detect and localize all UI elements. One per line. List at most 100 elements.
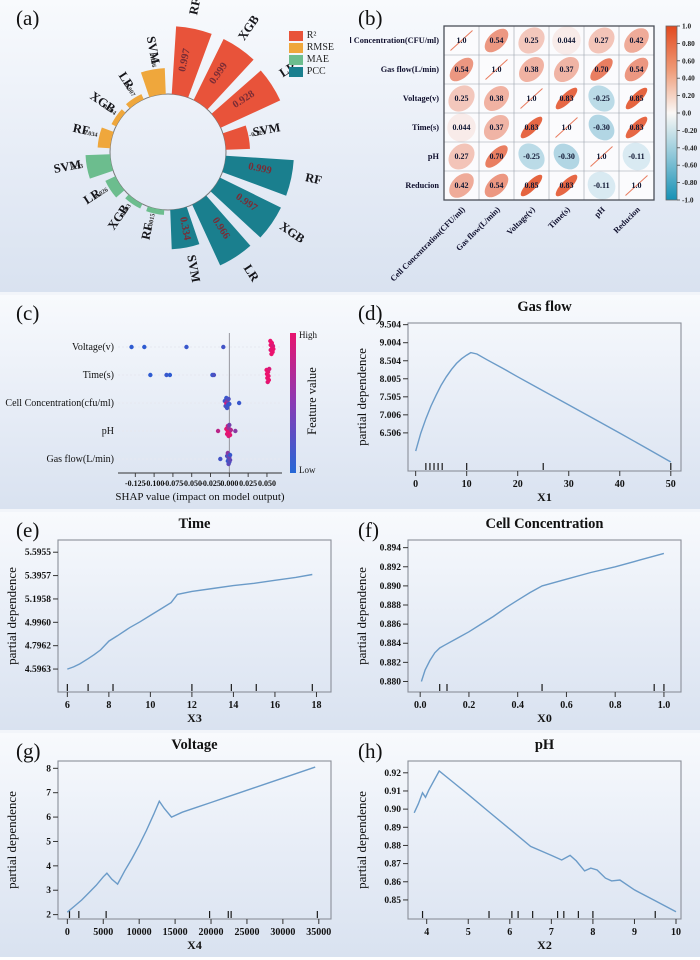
x-tick-label: 0.0 bbox=[414, 700, 427, 711]
legend-item: PCC bbox=[288, 66, 334, 77]
feature-label: Time(s) bbox=[83, 370, 114, 381]
row-label: pH bbox=[428, 152, 440, 161]
x-tick-label: 4 bbox=[424, 927, 429, 938]
x-tick-label: 10 bbox=[462, 479, 472, 490]
panel-d-pdp-gas-flow: (d) Gas flow partial dependence 9.504 9.004… bbox=[350, 295, 700, 509]
correlation-value: 0.83 bbox=[630, 123, 644, 132]
legend-item: MAE bbox=[288, 54, 334, 65]
correlation-value: 1.0 bbox=[632, 181, 642, 190]
panel-h-pdp-ph: (h) pH partial dependence 0.92 0.91 0.90 0.89… bbox=[350, 733, 700, 957]
x-tick-label: 6 bbox=[65, 700, 70, 711]
shap-point bbox=[227, 422, 232, 428]
y-tick-label: 4 bbox=[46, 862, 51, 872]
x-tick-label: 25000 bbox=[234, 927, 259, 938]
chart-title: Voltage bbox=[171, 737, 218, 753]
panel-letter-e: (e) bbox=[16, 518, 40, 542]
correlation-value: 0.42 bbox=[455, 181, 469, 190]
chart-title: Gas flow bbox=[517, 299, 572, 315]
correlation-value: -0.30 bbox=[593, 123, 610, 132]
shap-point bbox=[129, 344, 134, 350]
shap-point bbox=[228, 427, 234, 433]
correlation-value: 0.54 bbox=[630, 65, 644, 74]
legend-swatch bbox=[288, 42, 303, 53]
x-tick-label: 15000 bbox=[163, 927, 188, 938]
metric-bar-RMSE-XGB bbox=[111, 109, 126, 127]
shap-point bbox=[221, 344, 226, 350]
x-tick-label: 50 bbox=[666, 479, 676, 490]
plot-border bbox=[407, 760, 682, 920]
y-tick-label: 6 bbox=[46, 813, 51, 823]
chart-title: Cell Concentration bbox=[486, 516, 604, 532]
correlation-ellipse bbox=[555, 87, 578, 110]
x-tick-label: 5 bbox=[466, 927, 471, 938]
correlation-ellipse bbox=[484, 28, 509, 53]
y-tick-label: 4.5963 bbox=[25, 665, 51, 675]
panel-c-shap-summary: (c) Voltage(v) Time(s) Cell Concentration(… bbox=[0, 295, 350, 509]
y-tick-label: 0.86 bbox=[384, 878, 401, 888]
y-axis-label: partial dependence bbox=[354, 567, 369, 665]
y-tick-label: 5.1958 bbox=[25, 595, 51, 605]
x-tick-label: 18 bbox=[311, 700, 321, 711]
metric-bar-R²-XGB bbox=[193, 38, 254, 110]
correlation-value: 0.37 bbox=[490, 123, 504, 132]
correlation-ellipse bbox=[590, 58, 613, 81]
x-tick-label: 1.0 bbox=[658, 700, 671, 711]
diagonal-mark bbox=[625, 175, 648, 196]
correlation-value: -0.25 bbox=[593, 94, 610, 103]
feature-value-colorbar bbox=[290, 333, 296, 473]
correlation-value: 0.83 bbox=[525, 123, 539, 132]
row-label: Cell Concentration(CFU/ml) bbox=[350, 36, 439, 45]
panel-b-correlation-matrix: (b) 1.0 0.54 0.25 0.044 0.27 0.42 0.54 1.0 0.38 0… bbox=[350, 0, 700, 292]
colorbar-tick-label: 0.20 bbox=[682, 91, 695, 100]
x-axis-label: X3 bbox=[187, 711, 202, 725]
feature-label: Gas flow(L/min) bbox=[47, 454, 115, 465]
column-label: Time(s) bbox=[546, 205, 572, 231]
y-tick-label: 0.892 bbox=[380, 563, 402, 573]
shap-beeswarm-chart: Voltage(v) Time(s) Cell Concentration(cfu/… bbox=[5, 330, 319, 503]
legend-item: R² bbox=[288, 30, 334, 41]
correlation-ellipse bbox=[555, 174, 578, 197]
row-4: (g) Voltage partial dependence 8 7 6 5 4 3 2 0 500… bbox=[0, 733, 700, 957]
y-tick-label: 0.85 bbox=[384, 896, 401, 906]
x-tick-label: 5000 bbox=[93, 927, 113, 938]
correlation-ellipse bbox=[588, 85, 615, 112]
pdp-line bbox=[415, 351, 672, 463]
y-tick-label: 0.890 bbox=[380, 582, 402, 592]
plot-border bbox=[407, 539, 682, 693]
pdp-line-chart: Voltage partial dependence 8 7 6 5 4 3 2 0 5000 100… bbox=[4, 737, 332, 952]
y-axis-label: partial dependence bbox=[4, 567, 19, 665]
plot-border bbox=[57, 539, 332, 693]
shap-point bbox=[148, 372, 153, 378]
colorbar-tick-label: -0.80 bbox=[682, 178, 698, 187]
x-tick-label: 20000 bbox=[199, 927, 224, 938]
x-tick-label: 12 bbox=[187, 700, 197, 711]
correlation-ellipse bbox=[520, 116, 543, 139]
colorbar-tick-label: -1.0 bbox=[682, 196, 694, 205]
y-tick-label: 0.90 bbox=[384, 805, 401, 815]
shap-point bbox=[227, 452, 233, 458]
correlation-matrix-chart: 1.0 0.54 0.25 0.044 0.27 0.42 0.54 1.0 0.38 0.37 0… bbox=[350, 22, 698, 284]
correlation-value: 0.37 bbox=[560, 65, 574, 74]
metrics-legend: R² RMSE MAE PCC bbox=[288, 30, 334, 78]
correlation-ellipse bbox=[518, 143, 545, 170]
bar-value-label: 0.13 bbox=[72, 163, 84, 172]
panel-letter-b: (b) bbox=[358, 6, 383, 30]
correlation-ellipse bbox=[552, 26, 581, 55]
correlation-value: 0.54 bbox=[490, 36, 504, 45]
shap-point bbox=[267, 366, 272, 372]
metric-bar-MAE-RF bbox=[146, 206, 165, 215]
colorbar-tick-label: -0.40 bbox=[682, 143, 698, 152]
colorbar-tick-label: 0.0 bbox=[682, 109, 691, 118]
correlation-ellipse bbox=[588, 114, 615, 141]
shap-point bbox=[215, 428, 221, 434]
panel-e-pdp-time: (e) Time partial dependence 5.5955 5.3957 5.… bbox=[0, 512, 350, 730]
row-separator bbox=[0, 292, 700, 295]
metric-bar-MAE-LR bbox=[105, 176, 125, 198]
shap-point bbox=[266, 373, 271, 379]
x-tick-label: 0.025 bbox=[239, 479, 257, 488]
correlation-ellipse bbox=[447, 113, 476, 142]
diagonal-mark bbox=[450, 30, 473, 51]
panel-f-pdp-cell-concentration: (f) Cell Concentration partial dependence… bbox=[350, 512, 700, 730]
correlation-ellipse bbox=[448, 143, 475, 170]
pdp-line-chart: Gas flow partial dependence 9.504 9.004 8.50… bbox=[354, 299, 682, 504]
